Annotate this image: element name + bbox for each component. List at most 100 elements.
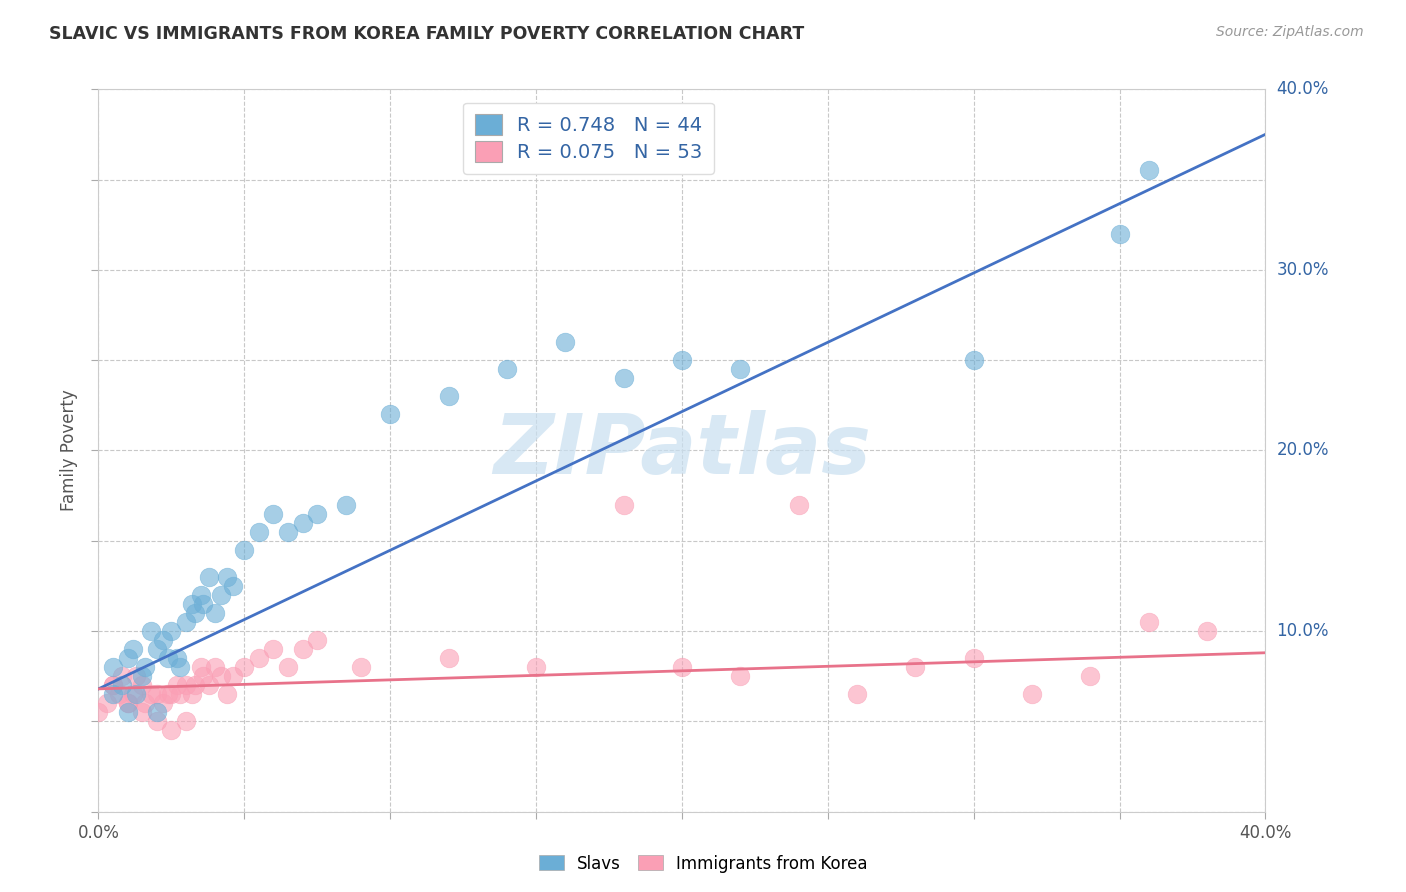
Point xyxy=(174,714,197,729)
Point xyxy=(233,542,256,557)
Point xyxy=(380,407,402,422)
Point xyxy=(157,687,180,701)
Point xyxy=(215,687,238,701)
Point xyxy=(152,697,174,711)
Point xyxy=(209,588,232,602)
Legend: R = 0.748   N = 44, R = 0.075   N = 53: R = 0.748 N = 44, R = 0.075 N = 53 xyxy=(463,103,714,174)
Point xyxy=(307,507,329,521)
Point xyxy=(183,606,205,620)
Point xyxy=(198,678,221,692)
Point xyxy=(233,660,256,674)
Point xyxy=(160,624,183,639)
Text: ZIPatlas: ZIPatlas xyxy=(494,410,870,491)
Point xyxy=(787,498,810,512)
Point xyxy=(437,389,460,403)
Point xyxy=(193,597,215,611)
Point xyxy=(122,642,145,657)
Text: 10.0%: 10.0% xyxy=(1277,622,1329,640)
Point xyxy=(139,624,162,639)
Point xyxy=(117,697,139,711)
Legend: Slavs, Immigrants from Korea: Slavs, Immigrants from Korea xyxy=(531,848,875,880)
Point xyxy=(174,678,197,692)
Point xyxy=(87,706,110,720)
Point xyxy=(152,633,174,648)
Y-axis label: Family Poverty: Family Poverty xyxy=(60,390,79,511)
Point xyxy=(96,697,118,711)
Point xyxy=(190,660,212,674)
Point xyxy=(131,678,153,692)
Point xyxy=(157,651,180,665)
Point xyxy=(198,570,221,584)
Point xyxy=(846,687,869,701)
Point xyxy=(122,687,145,701)
Text: SLAVIC VS IMMIGRANTS FROM KOREA FAMILY POVERTY CORRELATION CHART: SLAVIC VS IMMIGRANTS FROM KOREA FAMILY P… xyxy=(49,25,804,43)
Point xyxy=(554,334,576,349)
Point xyxy=(190,588,212,602)
Point xyxy=(962,353,984,368)
Point xyxy=(204,606,226,620)
Point xyxy=(160,687,183,701)
Point xyxy=(117,651,139,665)
Point xyxy=(496,362,519,376)
Point xyxy=(612,371,634,385)
Point xyxy=(117,697,139,711)
Point xyxy=(101,678,124,692)
Point xyxy=(166,651,188,665)
Point xyxy=(131,669,153,683)
Point xyxy=(146,706,169,720)
Point xyxy=(174,615,197,629)
Point xyxy=(131,706,153,720)
Point xyxy=(1080,669,1102,683)
Text: 20.0%: 20.0% xyxy=(1277,442,1329,459)
Point xyxy=(1108,227,1130,241)
Point xyxy=(307,633,329,648)
Text: 30.0%: 30.0% xyxy=(1277,260,1329,279)
Point xyxy=(125,687,148,701)
Point xyxy=(108,687,131,701)
Point xyxy=(291,642,314,657)
Point xyxy=(139,687,162,701)
Point xyxy=(169,660,191,674)
Point xyxy=(111,669,134,683)
Point xyxy=(101,678,124,692)
Point xyxy=(1137,615,1160,629)
Point xyxy=(730,669,752,683)
Point xyxy=(1137,163,1160,178)
Point xyxy=(524,660,547,674)
Point xyxy=(437,651,460,665)
Point xyxy=(204,660,226,674)
Point xyxy=(671,353,693,368)
Point xyxy=(134,697,156,711)
Point xyxy=(612,498,634,512)
Point xyxy=(221,579,243,593)
Point xyxy=(262,507,284,521)
Point xyxy=(146,714,169,729)
Point xyxy=(160,723,183,738)
Point xyxy=(262,642,284,657)
Point xyxy=(291,516,314,530)
Point xyxy=(166,678,188,692)
Point xyxy=(215,570,238,584)
Point xyxy=(209,669,232,683)
Point xyxy=(730,362,752,376)
Point xyxy=(247,524,270,539)
Point xyxy=(111,678,134,692)
Point xyxy=(904,660,927,674)
Text: Source: ZipAtlas.com: Source: ZipAtlas.com xyxy=(1216,25,1364,39)
Point xyxy=(221,669,243,683)
Point xyxy=(277,524,299,539)
Point xyxy=(962,651,984,665)
Point xyxy=(193,669,215,683)
Point xyxy=(180,687,202,701)
Point xyxy=(101,687,124,701)
Point xyxy=(1021,687,1043,701)
Point xyxy=(134,660,156,674)
Point xyxy=(146,687,169,701)
Point xyxy=(247,651,270,665)
Point xyxy=(117,706,139,720)
Point xyxy=(125,669,148,683)
Point xyxy=(1195,624,1218,639)
Point xyxy=(671,660,693,674)
Point xyxy=(335,498,357,512)
Point xyxy=(146,642,169,657)
